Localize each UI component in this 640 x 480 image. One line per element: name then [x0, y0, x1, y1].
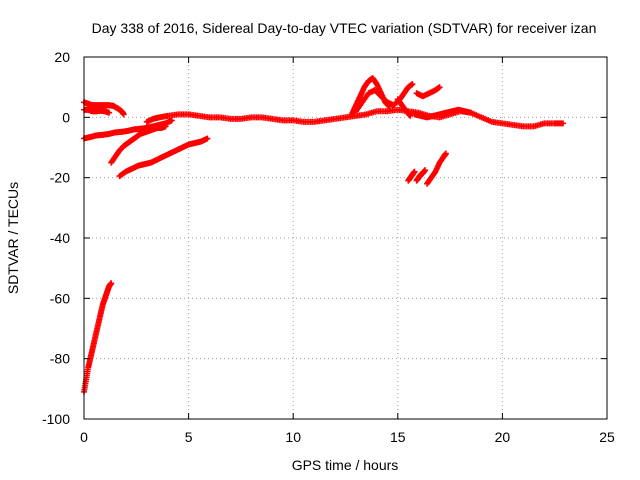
y-tick-label: -40 [50, 230, 70, 246]
y-tick-label: -80 [50, 351, 70, 367]
y-tick-label: -20 [50, 170, 70, 186]
data-point [411, 168, 418, 175]
series-late-negative-track-2 [413, 167, 428, 184]
x-tick-label: 25 [599, 429, 615, 445]
data-point [120, 111, 127, 118]
series-rising-minus-fifteen-track [108, 123, 169, 166]
series-late-negative-track-1 [405, 168, 418, 184]
series-sparse-points [413, 84, 443, 100]
series-rising-minus-seven-track [81, 117, 175, 142]
series-short-descending-track [394, 96, 414, 119]
series-secondary-bump-track [352, 81, 416, 115]
x-tick-label: 20 [495, 429, 511, 445]
data-point [468, 109, 475, 116]
x-tick-label: 10 [285, 429, 301, 445]
y-tick-label: -100 [42, 411, 70, 427]
data-point [442, 150, 449, 157]
grid [84, 57, 607, 419]
y-tick-label: -60 [50, 290, 70, 306]
x-tick-label: 0 [80, 429, 88, 445]
series-rising-minus-twenty-track [116, 135, 211, 180]
data-point [409, 81, 416, 88]
chart-title: Day 338 of 2016, Sidereal Day-to-day VTE… [92, 20, 597, 36]
series-late-near-zero-track [411, 106, 475, 121]
data-point [108, 280, 115, 287]
x-tick-label: 5 [185, 429, 193, 445]
series-early-near-zero-track [81, 106, 113, 116]
series-steep-descending-track [81, 280, 115, 395]
data-point [204, 135, 211, 142]
data-point [168, 117, 175, 124]
data-point [436, 84, 443, 91]
data-point [421, 167, 428, 174]
data-point [162, 123, 169, 130]
series-early-positive-track [81, 99, 127, 118]
data-point [106, 109, 113, 116]
series-late-negative-track-3 [424, 150, 449, 187]
data-points [81, 75, 567, 395]
y-tick-label: 0 [62, 109, 70, 125]
data-point [560, 120, 567, 127]
data-point [407, 112, 414, 119]
x-axis-label: GPS time / hours [292, 457, 399, 473]
y-tick-label: 20 [54, 49, 70, 65]
tick-marks [83, 56, 608, 420]
tick-labels: 0 5 10 15 20 25 -100 -80 -60 -40 -20 0 20 [42, 49, 615, 445]
x-tick-label: 15 [390, 429, 406, 445]
y-axis-label: SDTVAR / TECUs [5, 182, 21, 294]
